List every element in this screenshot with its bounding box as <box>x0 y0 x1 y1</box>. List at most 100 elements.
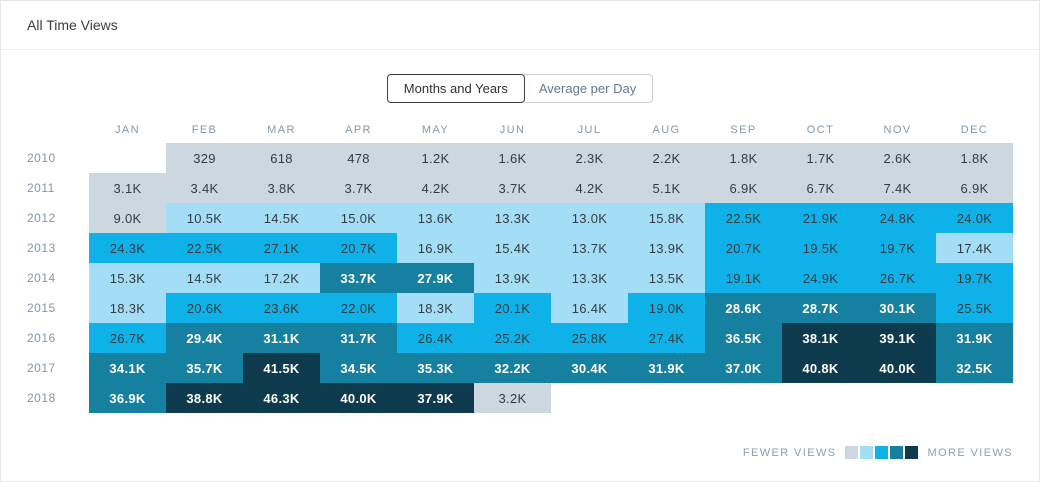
year-label: 2017 <box>27 361 56 375</box>
view-toggle-tabs: Months and Years Average per Day <box>1 74 1039 103</box>
heatmap-row-cells: 26.7K 29.4K 31.1K 31.7K 26.4K 25.2K 25.8K 27.4K… <box>89 323 1013 353</box>
tab-months-and-years[interactable]: Months and Years <box>386 74 525 103</box>
legend-swatch-level-3 <box>890 446 904 459</box>
month-header-apr: APR <box>345 123 372 136</box>
month-header-oct: OCT <box>806 123 835 136</box>
heatmap-cell: 19.7K <box>936 263 1013 293</box>
heatmap-cell: 27.4K <box>628 323 705 353</box>
heatmap-cell: 27.1K <box>243 233 320 263</box>
heatmap-cell: 30.1K <box>859 293 936 323</box>
heatmap-cell: 13.3K <box>551 263 628 293</box>
heatmap-cell: 31.9K <box>936 323 1013 353</box>
heatmap-cell: 1.7K <box>782 143 859 173</box>
heatmap-cell: 36.5K <box>705 323 782 353</box>
heatmap-cell: 15.0K <box>320 203 397 233</box>
heatmap-cell: 19.5K <box>782 233 859 263</box>
heatmap-row-cells: 15.3K 14.5K 17.2K 33.7K 27.9K 13.9K 13.3K 13.5K… <box>89 263 1013 293</box>
legend-fewer-label: FEWER VIEWS <box>742 446 837 459</box>
heatmap-row-cells: 36.9K 38.8K 46.3K 40.0K 37.9K 3.2K <box>89 383 1013 413</box>
heatmap-cell: 27.9K <box>397 263 474 293</box>
heatmap-cell: 22.5K <box>166 233 243 263</box>
page-title: All Time Views <box>27 17 118 33</box>
heatmap-row-cells: 24.3K 22.5K 27.1K 20.7K 16.9K 15.4K 13.7K 13.9K… <box>89 233 1013 263</box>
heatmap-cell: 5.1K <box>628 173 705 203</box>
heatmap-cell: 37.9K <box>397 383 474 413</box>
heatmap-row-2018: 2018 36.9K 38.8K 46.3K 40.0K 37.9K 3.2K <box>27 383 1013 413</box>
heatmap-cell: 9.0K <box>89 203 166 233</box>
heatmap-cell: 24.0K <box>936 203 1013 233</box>
year-label: 2016 <box>27 331 56 345</box>
heatmap-cell: 22.0K <box>320 293 397 323</box>
heatmap-cell: 14.5K <box>243 203 320 233</box>
heatmap-cell: 35.3K <box>397 353 474 383</box>
heatmap-cell: 17.2K <box>243 263 320 293</box>
heatmap-cell <box>936 383 1013 413</box>
heatmap-cell: 40.0K <box>859 353 936 383</box>
heatmap-cell: 16.9K <box>397 233 474 263</box>
heatmap-cell: 38.8K <box>166 383 243 413</box>
heatmap-row-2015: 2015 18.3K 20.6K 23.6K 22.0K 18.3K 20.1K 16.4K 1… <box>27 293 1013 323</box>
heatmap-cell: 3.7K <box>474 173 551 203</box>
month-header-dec: DEC <box>960 123 989 136</box>
heatmap-row-2011: 2011 3.1K 3.4K 3.8K 3.7K 4.2K 3.7K 4.2K 5.1K 6.9K… <box>27 173 1013 203</box>
year-label: 2011 <box>27 181 55 195</box>
heatmap-cell: 35.7K <box>166 353 243 383</box>
tab-average-per-day-label: Average per Day <box>538 81 637 96</box>
month-header-aug: AUG <box>652 123 681 136</box>
heatmap-row-2013: 2013 24.3K 22.5K 27.1K 20.7K 16.9K 15.4K 13.7K 1… <box>27 233 1013 263</box>
heatmap-cell <box>782 383 859 413</box>
heatmap-cell: 3.8K <box>243 173 320 203</box>
month-header-jan: JAN <box>115 123 140 136</box>
year-label: 2012 <box>27 211 56 225</box>
heatmap-cell: 24.3K <box>89 233 166 263</box>
heatmap-row-cells: 3.1K 3.4K 3.8K 3.7K 4.2K 3.7K 4.2K 5.1K 6.9K 6.7K… <box>89 173 1013 203</box>
legend-swatch-level-4 <box>905 446 919 459</box>
heatmap-cell: 40.8K <box>782 353 859 383</box>
legend-swatch-level-2 <box>875 446 889 459</box>
heatmap-row-2016: 2016 26.7K 29.4K 31.1K 31.7K 26.4K 25.2K 25.8K 2… <box>27 323 1013 353</box>
heatmap-cell <box>859 383 936 413</box>
heatmap-cell: 33.7K <box>320 263 397 293</box>
heatmap-cell: 478 <box>320 143 397 173</box>
month-header-feb: FEB <box>191 123 218 136</box>
heatmap-cell: 3.4K <box>166 173 243 203</box>
month-header-cells: JAN FEB MAR APR MAY JUN JUL AUG SEP OCT NOV DEC <box>89 124 1013 136</box>
month-header-jun: JUN <box>499 123 526 136</box>
heatmap-cell: 22.5K <box>705 203 782 233</box>
heatmap-cell: 32.2K <box>474 353 551 383</box>
heatmap-row-cells: 329 618 478 1.2K 1.6K 2.3K 2.2K 1.8K 1.7K 2.6K 1.8… <box>89 143 1013 173</box>
heatmap-cell: 18.3K <box>397 293 474 323</box>
heatmap-cell: 32.5K <box>936 353 1013 383</box>
heatmap-cell: 25.5K <box>936 293 1013 323</box>
heatmap-cell: 2.6K <box>859 143 936 173</box>
heatmap-legend: FEWER VIEWS MORE VIEWS <box>27 446 1013 459</box>
heatmap-cell: 1.6K <box>474 143 551 173</box>
heatmap-cell: 26.4K <box>397 323 474 353</box>
heatmap-row-cells: 9.0K 10.5K 14.5K 15.0K 13.6K 13.3K 13.0K 15.8K 2… <box>89 203 1013 233</box>
tab-average-per-day[interactable]: Average per Day <box>521 74 654 103</box>
heatmap-cell: 15.8K <box>628 203 705 233</box>
year-label: 2018 <box>27 391 56 405</box>
heatmap-cell: 40.0K <box>320 383 397 413</box>
heatmap-cell: 25.2K <box>474 323 551 353</box>
heatmap-cell: 20.7K <box>320 233 397 263</box>
heatmap-cell: 3.2K <box>474 383 551 413</box>
heatmap-cell: 13.6K <box>397 203 474 233</box>
heatmap-cell: 34.5K <box>320 353 397 383</box>
heatmap-cell: 1.2K <box>397 143 474 173</box>
heatmap-cell: 25.8K <box>551 323 628 353</box>
heatmap-body: 2010 329 618 478 1.2K 1.6K 2.3K 2.2K 1.8K 1.7K 2.6… <box>27 143 1013 413</box>
year-label: 2015 <box>27 301 56 315</box>
heatmap-cell: 13.5K <box>628 263 705 293</box>
heatmap-cell: 2.3K <box>551 143 628 173</box>
heatmap-cell: 20.7K <box>705 233 782 263</box>
heatmap-cell: 3.7K <box>320 173 397 203</box>
heatmap-cell: 3.1K <box>89 173 166 203</box>
heatmap-cell: 31.7K <box>320 323 397 353</box>
heatmap-cell: 29.4K <box>166 323 243 353</box>
heatmap-cell: 1.8K <box>705 143 782 173</box>
heatmap-row-cells: 34.1K 35.7K 41.5K 34.5K 35.3K 32.2K 30.4K 31.9K… <box>89 353 1013 383</box>
heatmap-cell: 20.1K <box>474 293 551 323</box>
heatmap-cell: 31.9K <box>628 353 705 383</box>
legend-more-label: MORE VIEWS <box>927 446 1013 459</box>
